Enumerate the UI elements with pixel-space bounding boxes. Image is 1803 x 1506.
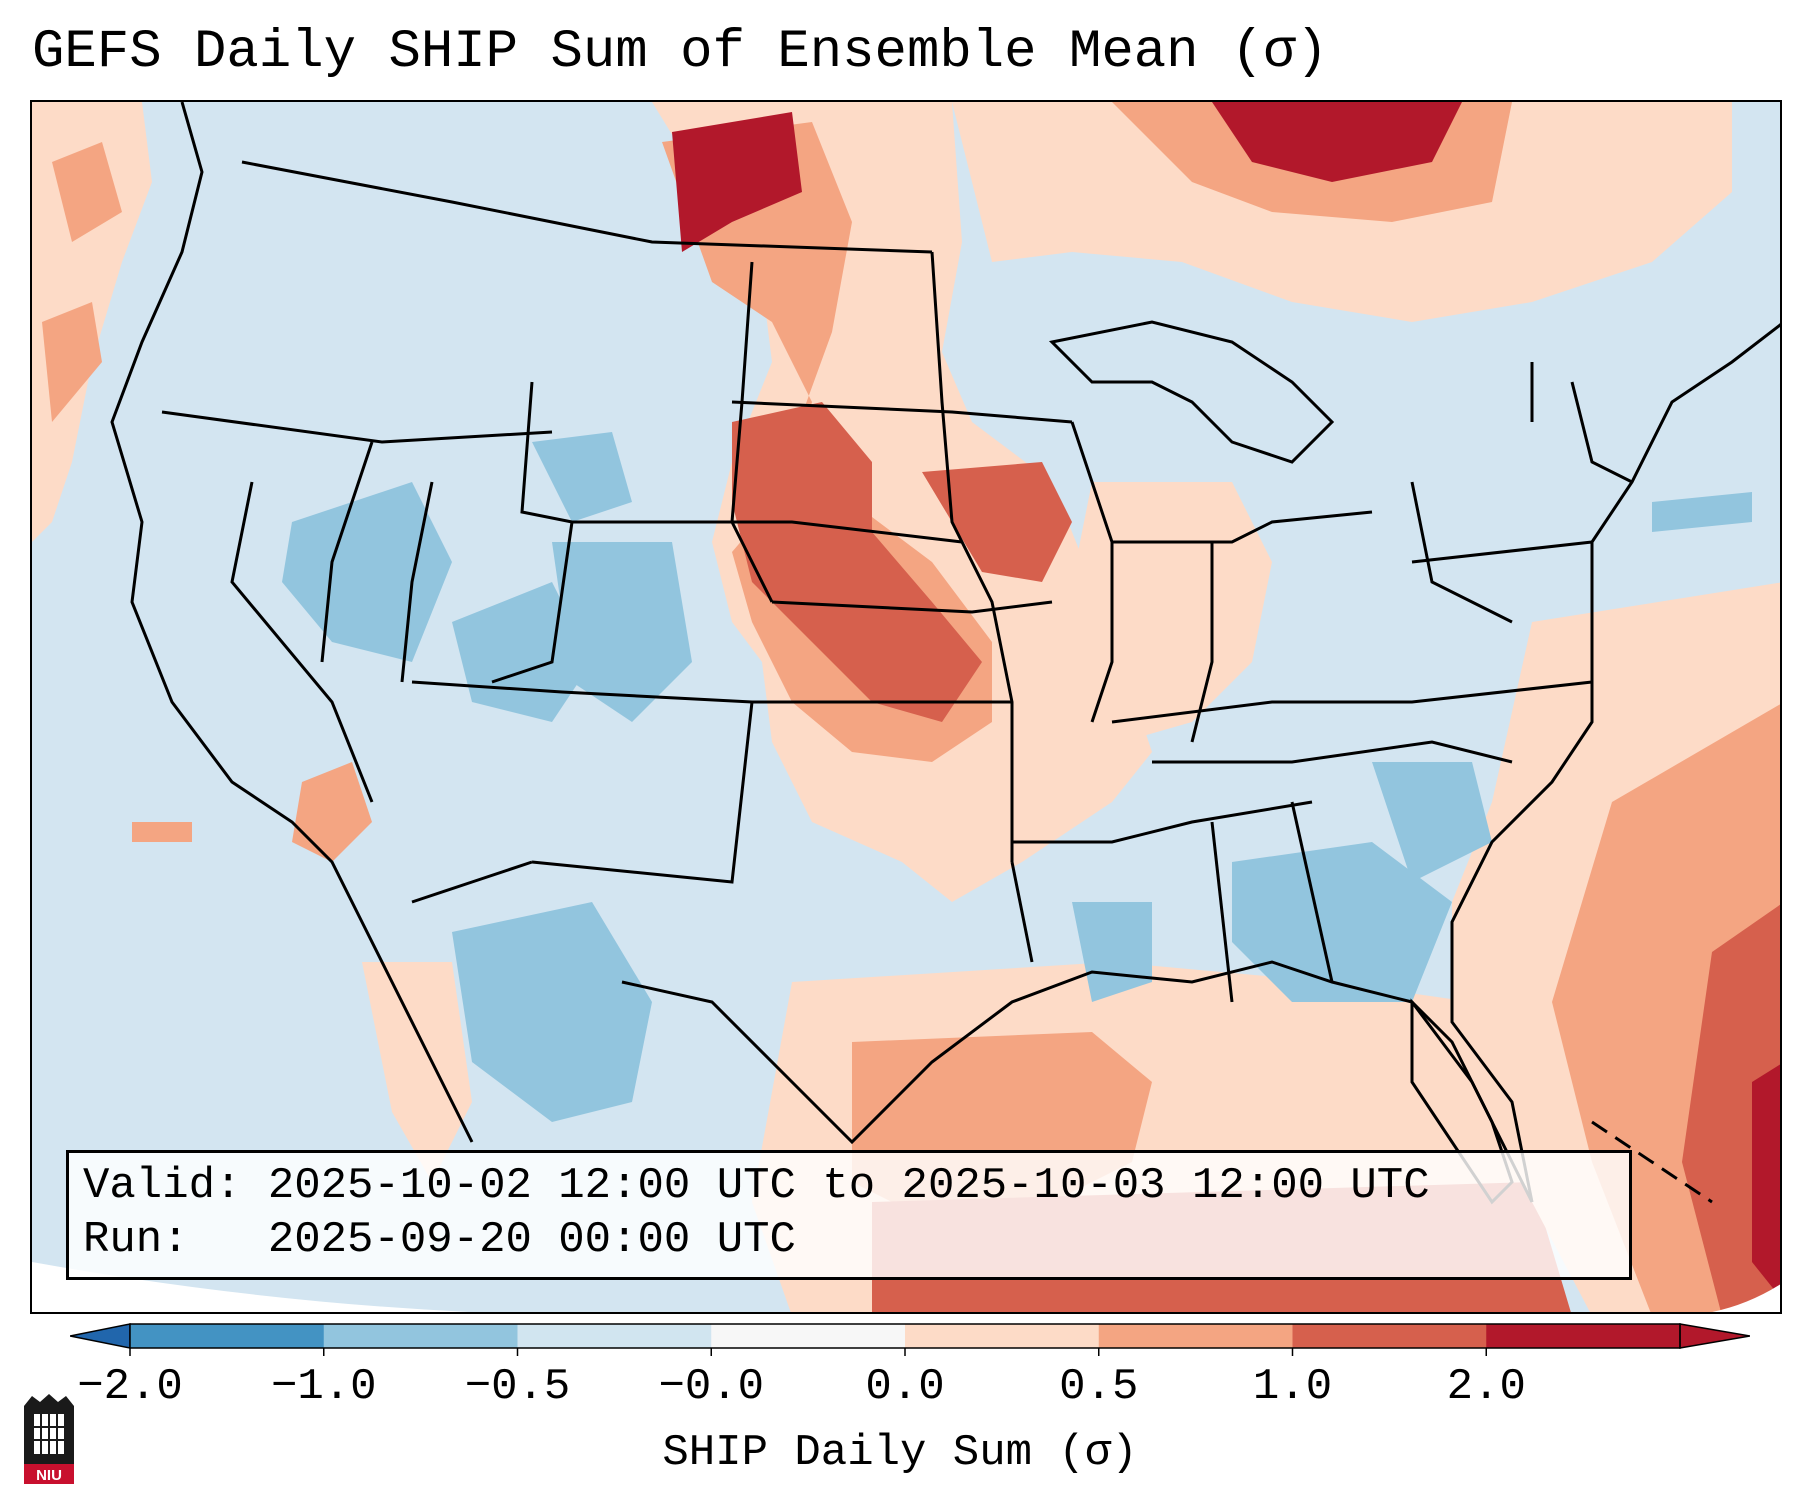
- georgia-cool-region: [1232, 842, 1452, 1002]
- iowa-strong-region: [922, 462, 1072, 582]
- colorbar-segment: [711, 1324, 906, 1348]
- state-line: [1210, 821, 1234, 1003]
- state-line: [320, 441, 374, 663]
- colorbar-segment: [905, 1324, 1100, 1348]
- pacific-warm-patch: [42, 302, 102, 422]
- ocean-warm-patch: [132, 822, 192, 842]
- east-coastline: [1450, 323, 1780, 1203]
- state-line: [520, 381, 963, 544]
- canada-deep-region: [1212, 102, 1462, 182]
- state-line: [491, 521, 574, 684]
- atlantic-cool-patch: [1652, 492, 1752, 532]
- niu-logo-icon: NIU: [24, 1394, 74, 1484]
- colorbar-segment: [1486, 1324, 1681, 1348]
- state-line: [1152, 740, 1513, 764]
- mexico-cool-region: [452, 902, 652, 1122]
- state-line: [1012, 800, 1313, 844]
- state-line: [1410, 481, 1513, 624]
- wyoming-cool-region: [532, 432, 632, 522]
- colorbar-tick-label: 1.0: [1252, 1362, 1333, 1412]
- state-line: [230, 481, 374, 803]
- map-panel: [30, 100, 1782, 1314]
- colorbar-tick-label: −1.0: [270, 1362, 377, 1412]
- state-line: [1112, 510, 1373, 544]
- valid-time-text: Valid: 2025-10-02 12:00 UTC to 2025-10-0…: [83, 1161, 1430, 1211]
- gulf-coastline: [621, 960, 1534, 1203]
- map-canvas: [32, 102, 1780, 1312]
- state-line: [1111, 680, 1593, 724]
- north-deep-region: [672, 112, 802, 252]
- colorbar-segments: [70, 1323, 1750, 1356]
- chart-title: GEFS Daily SHIP Sum of Ensemble Mean (σ): [32, 22, 1329, 83]
- great-lakes-outline: [1048, 320, 1335, 464]
- colorado-cool-region: [552, 542, 692, 722]
- colorbar-segment: [323, 1324, 518, 1348]
- atlantic-deep-region: [1752, 1064, 1780, 1297]
- colorbar-label: SHIP Daily Sum (σ): [662, 1428, 1138, 1478]
- colorbar-tick-label: −0.5: [464, 1362, 571, 1412]
- colorbar-segment: [130, 1324, 325, 1348]
- colorbar-segment: [517, 1324, 712, 1348]
- colorbar-tick-label: 2.0: [1446, 1362, 1526, 1412]
- projection-edge-left: [32, 1262, 469, 1312]
- carolina-cool-region: [1372, 762, 1492, 882]
- run-time-text: Run: 2025-09-20 00:00 UTC: [83, 1215, 796, 1265]
- colorbar-extend-high: [1679, 1323, 1750, 1349]
- projection-edge-right: [1711, 1284, 1780, 1312]
- state-line: [400, 481, 434, 683]
- state-line: [930, 251, 1014, 862]
- state-line: [1411, 540, 1593, 564]
- state-line: [411, 680, 1012, 704]
- valid-run-box: Valid: 2025-10-02 12:00 UTC to 2025-10-0…: [66, 1150, 1632, 1280]
- bahamas-islands: [1591, 1120, 1713, 1204]
- us-canada-border: [241, 160, 933, 254]
- colorbar: [70, 1323, 1750, 1356]
- state-line: [731, 400, 1073, 424]
- state-line: [1290, 801, 1334, 983]
- colorbar-tick-label: 0.5: [1059, 1362, 1139, 1412]
- state-line: [730, 261, 774, 603]
- boundaries: [110, 102, 1780, 1203]
- colorbar-segment: [1098, 1324, 1293, 1348]
- colorbar-tick-label: −0.0: [658, 1362, 765, 1412]
- colorbar-extend-low: [70, 1323, 131, 1349]
- svg-text:NIU: NIU: [36, 1467, 62, 1484]
- colorbar-segment: [1292, 1324, 1487, 1348]
- state-line: [411, 860, 533, 904]
- pacific-warm-patch: [52, 142, 122, 242]
- state-line: [531, 701, 754, 884]
- central-strong-region: [732, 402, 982, 722]
- west-coastline: [110, 102, 474, 1143]
- state-line: [1190, 542, 1214, 743]
- baja-warm-patch: [292, 762, 372, 862]
- state-line: [161, 410, 553, 444]
- colorbar-tick-label: 0.0: [865, 1362, 945, 1412]
- state-line: [1070, 421, 1114, 723]
- midwest-warm-region: [1072, 482, 1272, 742]
- mexico-warm-region: [362, 962, 472, 1182]
- state-line: [1010, 861, 1034, 963]
- state-line: [1570, 381, 1633, 484]
- state-line: [771, 600, 1053, 614]
- colorbar-tick-label: −2.0: [77, 1362, 183, 1412]
